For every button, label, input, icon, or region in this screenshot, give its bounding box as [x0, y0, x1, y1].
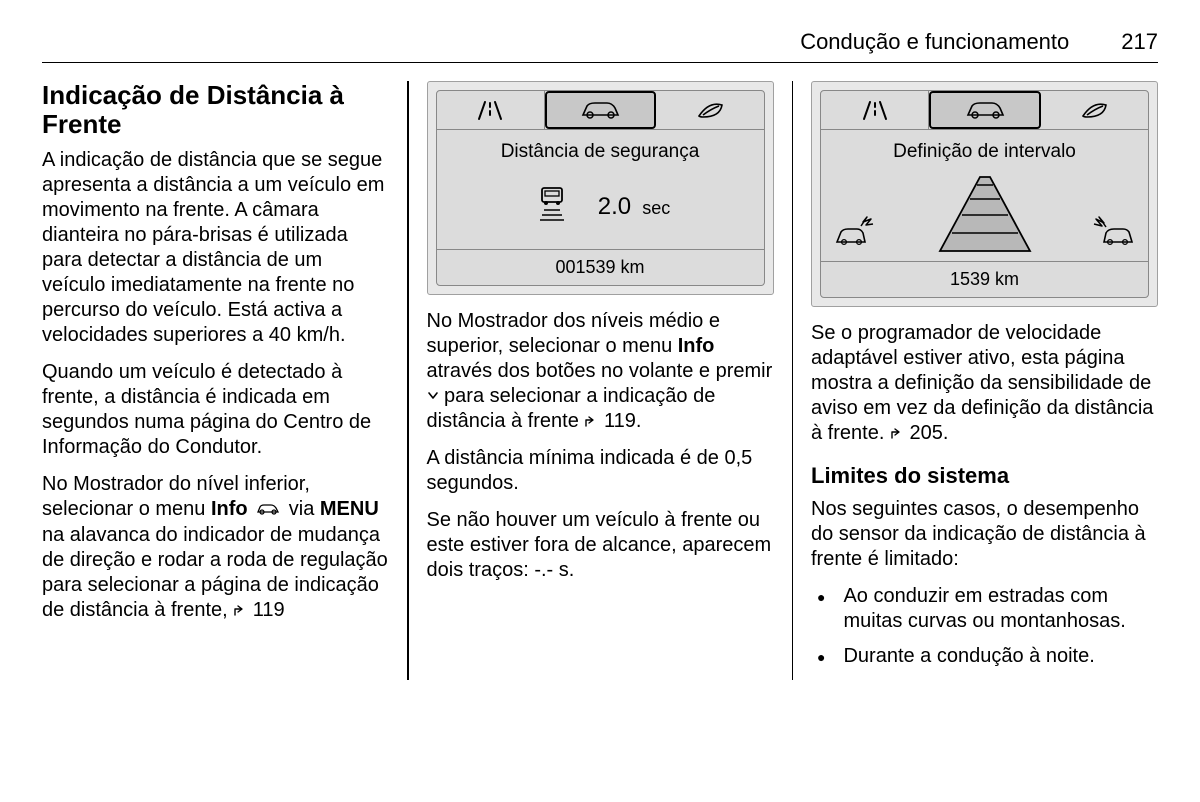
bullet-icon: ● [817, 644, 825, 670]
list-item: ● Ao conduzir em estradas com muitas cur… [817, 584, 1158, 634]
chapter-title: Condução e funcionamento [800, 28, 1069, 56]
page-header: Condução e funcionamento 217 [42, 28, 1158, 63]
road-perspective-icon [930, 171, 1040, 255]
car-distance-icon [530, 182, 574, 233]
text-fragment: No Mostrador dos níveis médio e superior… [427, 310, 720, 357]
column-3: Definição de intervalo [797, 81, 1158, 681]
page-reference: 119. [604, 410, 641, 432]
car-icon [255, 498, 281, 523]
text-fragment: Se o programador de velocidade adaptável… [811, 322, 1153, 444]
menu-label-info: Info [678, 335, 715, 357]
body-paragraph: Se o programador de velocidade adaptável… [811, 321, 1158, 446]
column-divider [792, 81, 794, 681]
screen-body [821, 169, 1148, 261]
odometer: 1539 km [821, 261, 1148, 297]
column-1: Indicação de Distância à Frente A indica… [42, 81, 403, 681]
screen-inner: Definição de intervalo [820, 90, 1149, 298]
list-item-text: Ao conduzir em estradas com muitas curva… [843, 584, 1158, 634]
menu-label-info: Info [211, 498, 248, 520]
car-crash-right-icon [1092, 212, 1138, 255]
body-paragraph: No Mostrador dos níveis médio e superior… [427, 309, 774, 434]
column-divider [407, 81, 409, 681]
dic-screen-gap-setting: Definição de intervalo [811, 81, 1158, 307]
reference-arrow-icon [233, 599, 247, 624]
reference-arrow-icon [584, 410, 598, 435]
car-crash-left-icon [831, 212, 877, 255]
dic-screen-following-distance: Distância de segurança 2.0 sec [427, 81, 774, 295]
leaf-tab-icon [656, 91, 763, 129]
bullet-icon: ● [817, 584, 825, 610]
car-tab-icon [929, 91, 1040, 129]
odometer: 001539 km [437, 249, 764, 285]
lane-tab-icon [821, 91, 929, 129]
body-paragraph: Nos seguintes casos, o desempenho do sen… [811, 497, 1158, 572]
list-item: ● Durante a condução à noite. [817, 644, 1158, 670]
section-heading: Indicação de Distância à Frente [42, 81, 389, 141]
value-unit: sec [642, 198, 670, 218]
distance-value: 2.0 sec [598, 192, 671, 222]
body-paragraph: No Mostrador do nível inferior, selecion… [42, 472, 389, 622]
screen-title: Distância de segurança [437, 130, 764, 170]
screen-inner: Distância de segurança 2.0 sec [436, 90, 765, 286]
lane-tab-icon [437, 91, 545, 129]
bullet-list: ● Ao conduzir em estradas com muitas cur… [811, 584, 1158, 670]
screen-body: 2.0 sec [437, 169, 764, 249]
value-number: 2.0 [598, 193, 631, 220]
page-reference: 119 [253, 599, 285, 621]
page-reference: 205. [910, 422, 949, 444]
car-tab-icon [545, 91, 656, 129]
screen-title: Definição de intervalo [821, 130, 1148, 170]
leaf-tab-icon [1041, 91, 1148, 129]
text-fragment: através dos botões no volante e premir [427, 360, 773, 382]
menu-label-menu: MENU [320, 498, 379, 520]
page-number: 217 [1121, 28, 1158, 56]
reference-arrow-icon [890, 422, 904, 447]
screen-tabs [821, 91, 1148, 130]
body-paragraph: Se não houver um veículo à frente ou est… [427, 508, 774, 583]
body-paragraph: A distância mínima indicada é de 0,5 seg… [427, 446, 774, 496]
subsection-heading: Limites do sistema [811, 462, 1158, 490]
column-2: Distância de segurança 2.0 sec [413, 81, 788, 681]
text-fragment: para selecionar a indicação de distância… [427, 385, 716, 432]
body-paragraph: Quando um veículo é detectado à frente, … [42, 360, 389, 460]
list-item-text: Durante a condução à noite. [843, 644, 1094, 669]
content-columns: Indicação de Distância à Frente A indica… [42, 81, 1158, 681]
text-fragment: via [289, 498, 320, 520]
screen-tabs [437, 91, 764, 130]
text-fragment: na alavanca do indicador de mudança de d… [42, 524, 388, 621]
body-paragraph: A indicação de distância que se segue ap… [42, 148, 389, 348]
down-arrow-icon [427, 385, 439, 407]
